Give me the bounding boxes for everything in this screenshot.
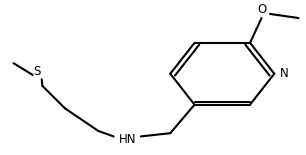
Text: HN: HN — [118, 133, 136, 146]
Text: O: O — [257, 3, 266, 16]
Text: N: N — [280, 67, 289, 80]
Text: S: S — [33, 65, 41, 78]
